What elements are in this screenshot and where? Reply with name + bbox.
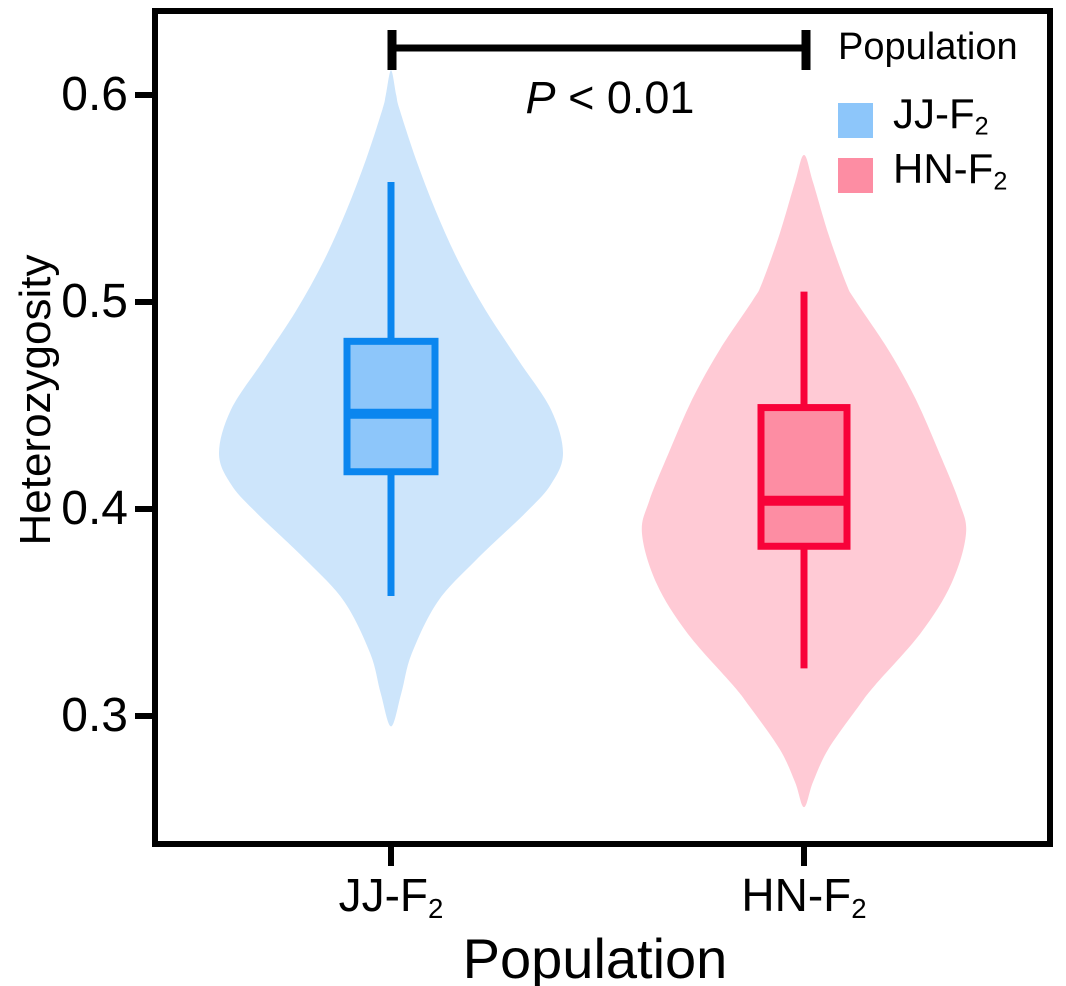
legend-label-hn-f2-text: HN-F — [893, 145, 994, 192]
legend-label-jj-f2-subscript: 2 — [974, 112, 989, 141]
legend-label-jj-f2-text: JJ-F — [893, 90, 975, 137]
y-tick-label-0-6: 0.6 — [61, 68, 128, 121]
y-axis-title: Heterozygosity — [11, 254, 60, 546]
y-tick-label-0-4: 0.4 — [61, 482, 128, 535]
box-hn-f2 — [757, 404, 851, 550]
y-tick-label-0-5: 0.5 — [61, 275, 128, 328]
panel-border — [152, 8, 1053, 847]
legend-item-hn-f2: HN-F2 — [838, 148, 1007, 202]
legend-swatch-jj-f2-icon — [838, 102, 873, 138]
x-tick-label-jj-f2-text: JJ-F — [338, 869, 429, 921]
legend-label-hn-f2-subscript: 2 — [993, 167, 1008, 196]
legend-swatch-hn-f2-icon — [838, 157, 873, 193]
x-tick-label-hn-f2: HN-F2 — [741, 868, 866, 925]
x-tick-label-hn-f2-subscript: 2 — [851, 892, 867, 924]
p-value-annotation: P < 0.01 — [526, 72, 695, 124]
p-value-symbol: P — [525, 72, 556, 123]
legend-item-jj-f2: JJ-F2 — [838, 93, 989, 147]
box-jj-f2 — [343, 337, 439, 476]
p-value-text: < 0.01 — [555, 72, 695, 123]
x-tick-label-jj-f2-subscript: 2 — [428, 892, 444, 924]
legend-label-hn-f2: HN-F2 — [893, 148, 1007, 202]
y-tick-label-0-3: 0.3 — [61, 689, 128, 742]
legend-title: Population — [838, 26, 1018, 68]
x-axis-title: Population — [462, 927, 728, 986]
x-tick-label-hn-f2-text: HN-F — [741, 869, 852, 921]
legend-label-jj-f2: JJ-F2 — [893, 93, 989, 147]
x-tick-label-jj-f2: JJ-F2 — [339, 868, 444, 925]
